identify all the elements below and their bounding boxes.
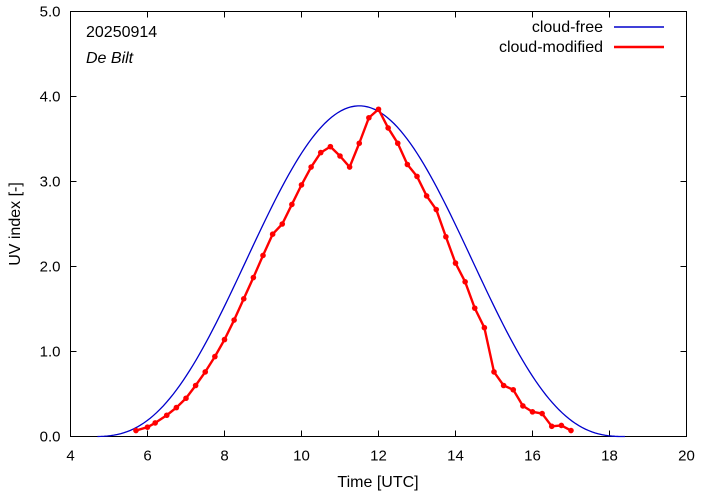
data-point-cloud-modified xyxy=(539,410,545,417)
data-point-cloud-modified xyxy=(356,140,363,147)
x-axis-label: Time [UTC] xyxy=(337,474,418,491)
y-tick-label: 1.0 xyxy=(40,344,61,361)
data-point-cloud-modified xyxy=(163,412,170,419)
x-tick-label: 14 xyxy=(447,448,464,465)
data-point-cloud-modified xyxy=(558,422,565,429)
data-point-cloud-modified xyxy=(471,305,478,311)
data-point-cloud-modified xyxy=(289,201,295,208)
data-point-cloud-modified xyxy=(346,164,353,170)
data-point-cloud-modified xyxy=(202,369,209,375)
legend-label-cloud-modified: cloud-modified xyxy=(499,39,603,56)
data-point-cloud-modified xyxy=(385,125,391,131)
x-tick-label: 12 xyxy=(370,448,387,465)
data-point-cloud-modified xyxy=(433,206,440,213)
data-point-cloud-modified xyxy=(481,324,488,331)
x-tick-label: 8 xyxy=(220,448,228,465)
location-annotation: De Bilt xyxy=(86,50,134,67)
data-point-cloud-modified xyxy=(394,140,401,147)
data-point-cloud-modified xyxy=(568,427,574,434)
data-point-cloud-modified xyxy=(231,317,237,323)
data-point-cloud-modified xyxy=(404,161,411,168)
data-point-cloud-modified xyxy=(133,427,139,434)
data-point-cloud-modified xyxy=(327,143,334,150)
x-tick-label: 4 xyxy=(66,448,74,465)
x-tick-label: 6 xyxy=(143,448,151,465)
series-line-cloud-free xyxy=(97,105,625,438)
data-point-cloud-modified xyxy=(260,252,266,259)
data-point-cloud-modified xyxy=(520,403,526,409)
data-point-cloud-modified xyxy=(144,424,151,430)
data-point-cloud-modified xyxy=(152,420,158,426)
data-point-cloud-modified xyxy=(452,260,459,266)
x-tick-label: 16 xyxy=(524,448,541,465)
plot-frame xyxy=(70,11,687,437)
data-point-cloud-modified xyxy=(250,274,257,281)
y-tick-label: 5.0 xyxy=(40,4,61,21)
data-point-cloud-modified xyxy=(183,395,189,402)
data-point-cloud-modified xyxy=(462,279,468,285)
data-point-cloud-modified xyxy=(510,386,517,393)
data-point-cloud-modified xyxy=(192,382,199,389)
data-point-cloud-modified xyxy=(308,164,314,170)
date-annotation: 20250914 xyxy=(86,24,157,41)
data-point-cloud-modified xyxy=(212,353,218,360)
y-tick-label: 0.0 xyxy=(40,429,61,446)
data-point-cloud-modified xyxy=(529,409,536,415)
data-point-cloud-modified xyxy=(337,153,343,159)
data-point-cloud-modified xyxy=(240,296,247,302)
series-line-cloud-modified xyxy=(135,108,572,432)
y-tick-label: 2.0 xyxy=(40,259,61,276)
data-point-cloud-modified xyxy=(221,336,228,343)
data-point-cloud-modified xyxy=(443,233,449,240)
legend-label-cloud-free: cloud-free xyxy=(532,19,603,36)
data-point-cloud-modified xyxy=(298,182,305,188)
y-axis-label: UV index [-] xyxy=(7,182,24,266)
data-point-cloud-modified xyxy=(366,114,372,121)
data-point-cloud-modified xyxy=(375,106,382,113)
x-tick-label: 20 xyxy=(678,448,695,465)
data-point-cloud-modified xyxy=(269,231,276,237)
data-point-cloud-modified xyxy=(491,369,497,375)
data-point-cloud-modified xyxy=(279,221,286,227)
x-tick-label: 18 xyxy=(601,448,618,465)
data-point-cloud-modified xyxy=(414,173,420,180)
data-point-cloud-modified xyxy=(500,382,507,389)
y-tick-label: 4.0 xyxy=(40,89,61,106)
x-tick-label: 10 xyxy=(293,448,310,465)
data-point-cloud-modified xyxy=(317,149,324,156)
data-point-cloud-modified xyxy=(173,404,180,411)
data-point-cloud-modified xyxy=(423,193,430,199)
data-point-cloud-modified xyxy=(548,423,555,430)
y-tick-label: 3.0 xyxy=(40,174,61,191)
